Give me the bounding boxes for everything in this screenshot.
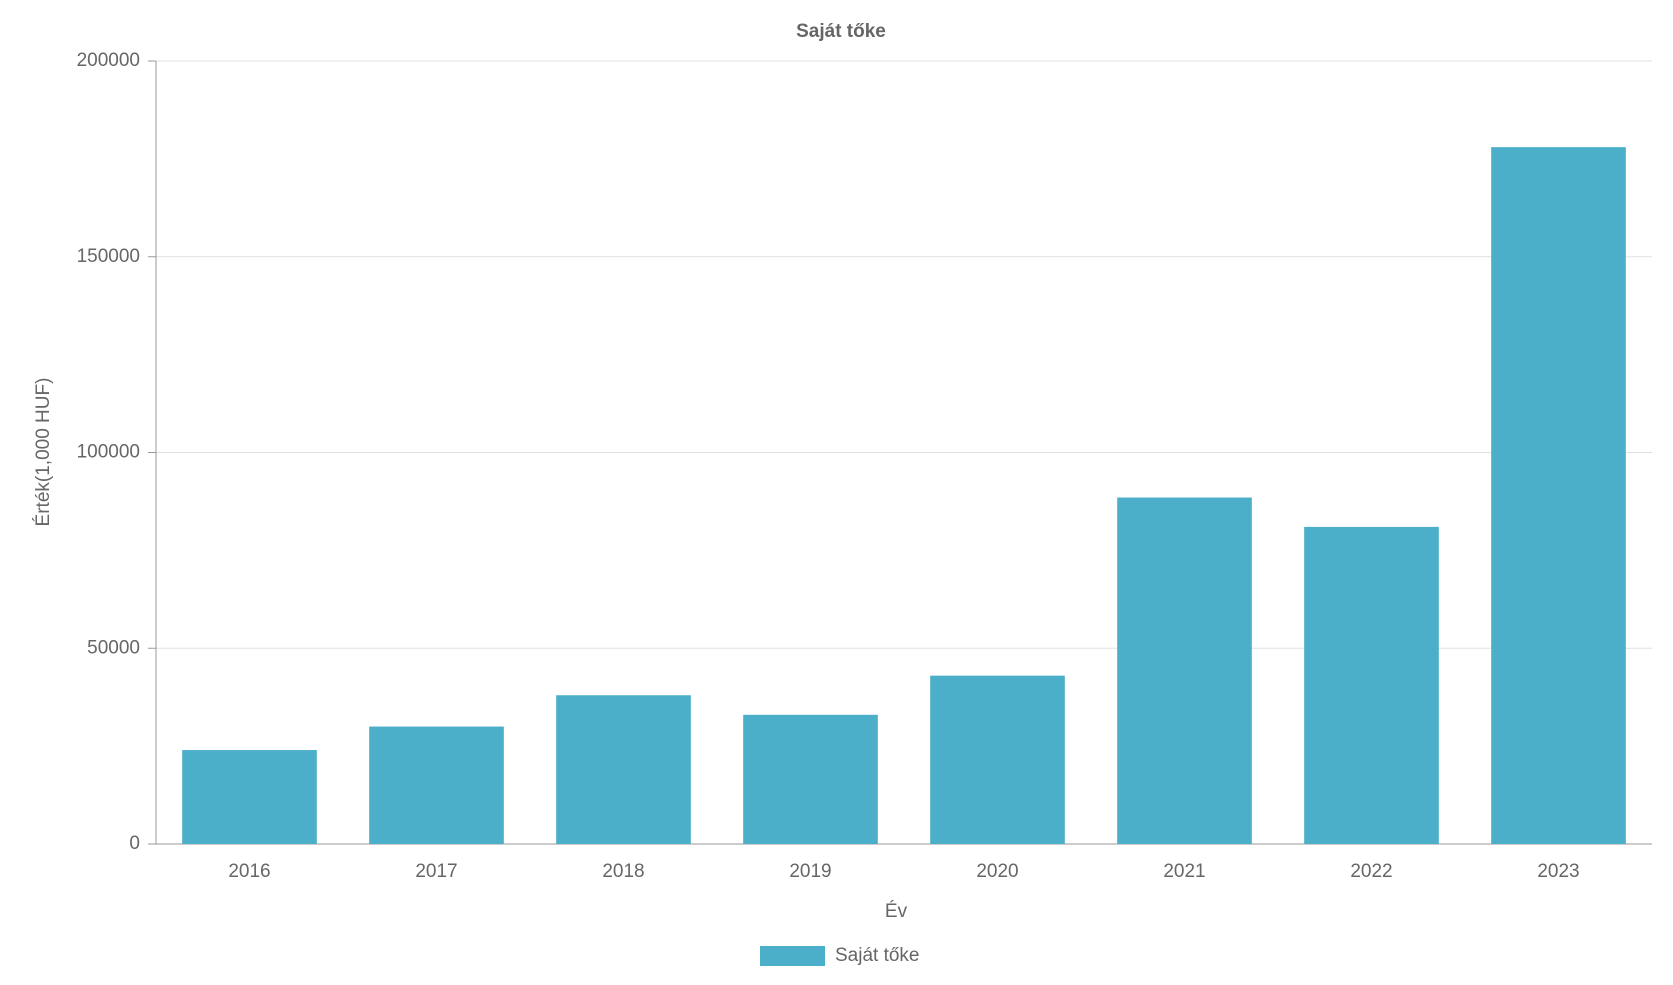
x-tick-label: 2021: [1163, 861, 1205, 882]
x-tick-label: 2020: [976, 861, 1018, 882]
bar: [1117, 497, 1252, 844]
y-tick-label: 0: [129, 833, 140, 854]
x-tick-label: 2022: [1350, 861, 1392, 882]
bar: [1491, 147, 1626, 844]
legend-label: Saját tőke: [835, 945, 920, 966]
x-tick-label: 2023: [1537, 861, 1579, 882]
x-tick-label: 2017: [415, 861, 457, 882]
y-axis-title: Érték(1,000 HUF): [33, 378, 54, 527]
y-tick-label: 50000: [87, 637, 140, 658]
bar: [743, 714, 878, 844]
x-tick-label: 2019: [789, 861, 831, 882]
bar: [182, 750, 317, 844]
x-tick-label: 2016: [228, 861, 270, 882]
y-tick-label: 200000: [77, 50, 140, 71]
legend-swatch: [760, 946, 825, 966]
bar: [556, 695, 691, 844]
y-tick-label: 100000: [77, 442, 140, 463]
bar: [1304, 526, 1439, 844]
chart-title: Saját tőke: [796, 21, 886, 42]
bar: [930, 675, 1065, 844]
bar: [369, 726, 504, 844]
x-axis-title: Év: [885, 901, 908, 922]
x-tick-label: 2018: [602, 861, 644, 882]
y-tick-label: 150000: [77, 246, 140, 267]
